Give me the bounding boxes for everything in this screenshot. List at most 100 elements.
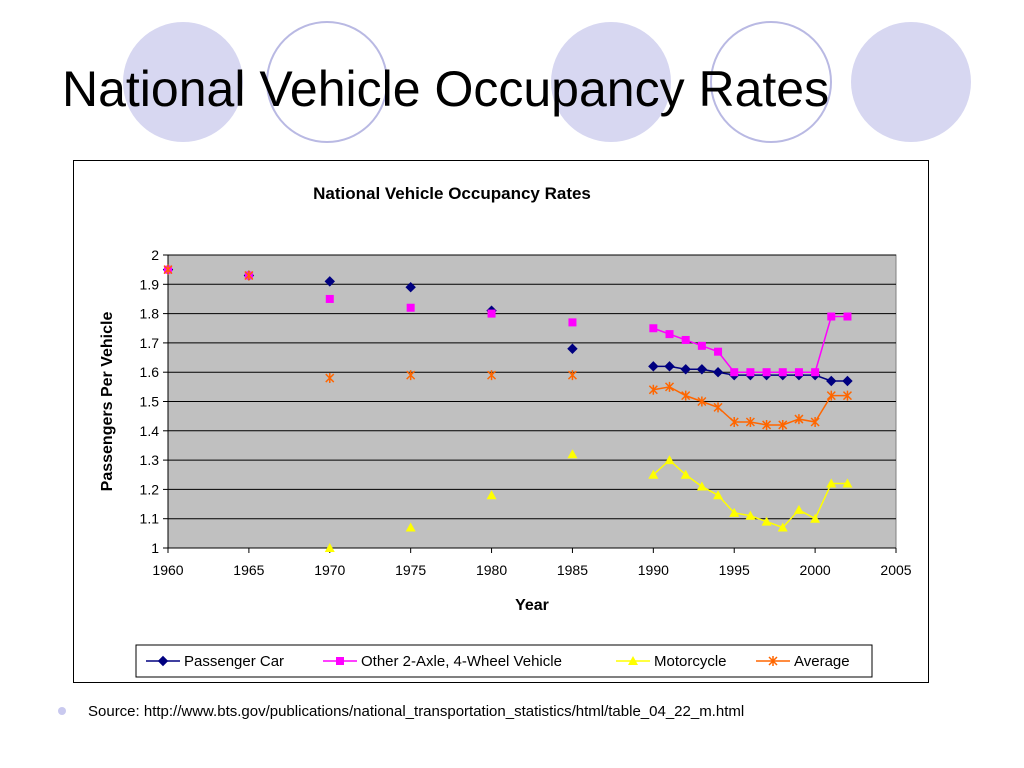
deco-circle [123,22,243,142]
legend [135,644,873,678]
y-tick-label: 1.3 [140,452,160,468]
legend-label-other-2-axle-4-wheel-vehicle: Other 2-Axle, 4-Wheel Vehicle [361,653,562,670]
data-point-other-2-axle-4-wheel-vehicle [746,368,755,377]
data-point-motorcycle [567,449,578,459]
x-tick-label: 2000 [800,562,831,578]
data-point-average [681,390,691,401]
data-point-other-2-axle-4-wheel-vehicle [487,309,496,318]
data-point-passenger-car [712,366,724,378]
x-tick-label: 2005 [880,562,911,578]
legend-marker-average [768,656,778,666]
data-point-motorcycle [761,516,772,526]
legend-marker-other-2-axle-4-wheel-vehicle [336,657,344,665]
slide-title: National Vehicle Occupancy Rates [62,61,830,117]
data-point-passenger-car [826,375,837,387]
data-point-motorcycle [810,513,821,523]
data-point-motorcycle [324,543,335,552]
x-tick-label: 1995 [719,562,750,578]
data-point-average [810,417,820,428]
x-tick-label: 1970 [314,562,345,578]
y-tick-label: 1.6 [140,364,160,380]
y-axis-label: Passengers Per Vehicle [99,312,116,492]
data-point-other-2-axle-4-wheel-vehicle [714,347,723,356]
data-point-average [406,370,416,381]
data-point-other-2-axle-4-wheel-vehicle [794,368,803,377]
data-point-motorcycle [648,469,659,479]
data-point-average [163,264,173,275]
data-point-average [648,384,658,395]
deco-circle [710,21,832,143]
data-point-other-2-axle-4-wheel-vehicle [843,312,852,321]
data-point-passenger-car [567,343,578,354]
data-point-motorcycle [486,490,497,500]
data-point-motorcycle [713,490,724,500]
data-point-passenger-car [664,361,675,372]
legend-label-passenger-car: Passenger Car [184,653,284,670]
deco-circle [551,22,671,142]
data-point-other-2-axle-4-wheel-vehicle [827,312,836,321]
deco-circle [851,22,971,142]
y-tick-label: 1.9 [140,276,160,292]
data-point-other-2-axle-4-wheel-vehicle [811,368,820,377]
data-point-passenger-car [324,276,335,287]
y-tick-label: 1.5 [140,394,160,410]
data-point-average [745,417,755,428]
data-point-other-2-axle-4-wheel-vehicle [762,368,771,377]
data-point-average [826,390,836,401]
x-tick-label: 1980 [476,562,507,578]
data-point-other-2-axle-4-wheel-vehicle [406,303,415,312]
data-point-passenger-car [405,282,416,293]
data-point-average [713,402,723,413]
deco-circle [266,21,388,143]
y-tick-label: 1.8 [140,306,160,322]
y-tick-label: 2 [151,247,159,263]
data-point-motorcycle [745,510,756,520]
data-point-other-2-axle-4-wheel-vehicle [778,368,787,377]
x-tick-label: 1975 [395,562,426,578]
data-point-passenger-car [648,361,659,372]
legend-label-motorcycle: Motorcycle [654,653,727,670]
data-point-other-2-axle-4-wheel-vehicle [681,335,690,344]
data-point-average [325,373,335,384]
legend-marker-motorcycle [628,656,638,665]
data-point-motorcycle [696,481,707,491]
bullet-icon [58,707,66,716]
y-tick-label: 1.7 [140,335,160,351]
y-tick-label: 1 [151,540,159,556]
decorative-circles [123,21,971,143]
chart-frame: National Vehicle Occupancy Rates 1 1.1 1.2 1… [73,160,929,683]
data-point-other-2-axle-4-wheel-vehicle [649,324,658,333]
x-tick-label: 1965 [233,562,264,578]
data-point-motorcycle [842,478,853,488]
source-text: Source: http://www.bts.gov/publications/… [88,703,745,720]
data-point-average [729,417,739,428]
data-point-passenger-car [842,375,853,387]
x-axis-label: Year [515,597,549,614]
data-point-average [664,381,675,392]
data-point-average [842,390,852,401]
data-point-passenger-car [680,364,691,375]
legend-label-average: Average [794,653,850,670]
data-point-average [762,419,772,430]
data-point-average [567,370,577,381]
data-point-average [244,270,254,281]
data-point-motorcycle [826,478,837,488]
x-tick-label: 1990 [638,562,669,578]
data-point-other-2-axle-4-wheel-vehicle [325,294,334,303]
data-point-motorcycle [793,504,804,514]
legend-marker-passenger-car [157,655,169,667]
data-point-motorcycle [680,469,691,479]
x-tick-label: 1985 [557,562,588,578]
data-point-other-2-axle-4-wheel-vehicle [665,330,674,339]
chart-title: National Vehicle Occupancy Rates [313,184,591,203]
data-point-other-2-axle-4-wheel-vehicle [568,318,577,327]
data-point-motorcycle [405,522,416,532]
y-tick-label: 1.1 [140,511,160,527]
data-point-passenger-car [696,364,708,375]
y-tick-label: 1.2 [140,481,160,497]
data-point-other-2-axle-4-wheel-vehicle [730,368,739,377]
y-tick-label: 1.4 [140,423,160,439]
data-point-average [778,419,788,430]
x-tick-label: 1960 [152,562,183,578]
data-point-motorcycle [729,507,740,517]
